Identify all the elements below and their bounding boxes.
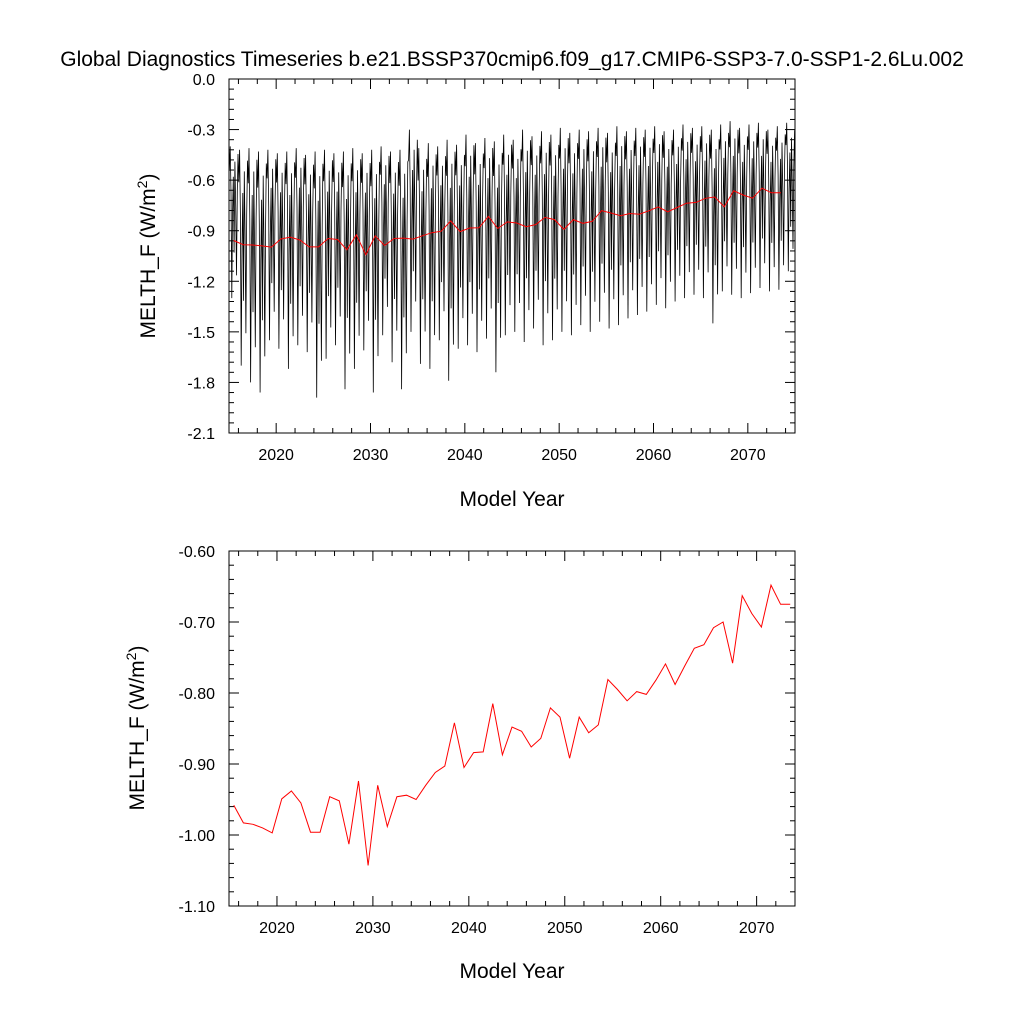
y-tick-label: -0.3 (187, 123, 215, 140)
plot-frame (228, 78, 796, 434)
plot-frame (228, 550, 796, 907)
x-tick-label: 2070 (739, 920, 775, 937)
x-tick-label: 2020 (259, 920, 295, 937)
x-tick-label: 2050 (541, 447, 577, 464)
x-tick-label: 2070 (730, 447, 766, 464)
y-tick-label: -0.70 (179, 615, 216, 632)
y-tick-label: -1.5 (187, 325, 215, 342)
annual-mean-series-line (233, 187, 781, 256)
bottom-panel: 2020 2030 2040 2050 2060 2070 -0.60 -0.70 -0.80 -… (123, 544, 796, 983)
x-tick-label: 2030 (355, 920, 391, 937)
x-tick-label: 2060 (643, 920, 679, 937)
annual-mean-series-line (233, 583, 791, 866)
y-tick-label: -1.8 (187, 375, 215, 392)
y-tick-label: -0.80 (179, 686, 216, 703)
x-tick-label: 2040 (451, 920, 487, 937)
top-panel: 2020 2030 2040 2050 2060 2070 0.0 -0.3 -0.6 -0.9 -… (134, 72, 796, 511)
y-tick-label: -2.1 (187, 426, 215, 443)
x-tick-label: 2050 (547, 920, 583, 937)
y-tick-label: -0.9 (187, 224, 215, 241)
x-tick-label: 2020 (258, 447, 294, 464)
y-tick-label: -0.6 (187, 173, 215, 190)
y-axis-title: MELTH_F (W/m2) (123, 646, 149, 811)
x-axis-title: Model Year (459, 488, 564, 511)
figure-title: Global Diagnostics Timeseries b.e21.BSSP… (60, 48, 964, 71)
x-tick-label: 2040 (447, 447, 483, 464)
y-tick-label: -1.00 (179, 828, 216, 845)
y-axis-title: MELTH_F (W/m2) (134, 174, 160, 339)
x-axis-title: Model Year (459, 960, 564, 983)
x-tick-label: 2060 (636, 447, 672, 464)
y-tick-label: 0.0 (193, 72, 215, 89)
y-tick-label: -0.90 (179, 757, 216, 774)
y-tick-label: -1.10 (179, 899, 216, 916)
monthly-series-line (229, 121, 795, 398)
y-tick-label: -1.2 (187, 274, 215, 291)
y-tick-label: -0.60 (179, 544, 216, 561)
x-tick-label: 2030 (353, 447, 389, 464)
